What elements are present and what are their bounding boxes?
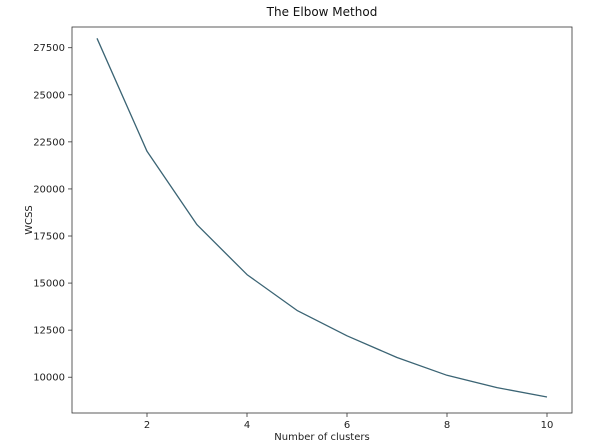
x-tick-label: 4	[244, 420, 250, 431]
y-tick-label: 25000	[33, 90, 65, 101]
y-tick-label: 20000	[33, 184, 65, 195]
y-tick-label: 10000	[33, 373, 65, 384]
x-axis-label: Number of clusters	[274, 432, 369, 443]
x-tick-label: 10	[541, 420, 554, 431]
y-tick-label: 12500	[33, 326, 65, 337]
y-tick-label: 15000	[33, 279, 65, 290]
x-tick-label: 8	[444, 420, 450, 431]
chart-title: The Elbow Method	[266, 5, 378, 19]
x-tick-label: 6	[344, 420, 350, 431]
x-tick-label: 2	[144, 420, 150, 431]
y-tick-label: 17500	[33, 232, 65, 243]
plot-area-frame	[71, 26, 573, 414]
y-axis-label: WCSS	[24, 205, 35, 235]
series-line	[96, 38, 548, 398]
y-tick-label: 27500	[33, 43, 65, 54]
series-layer	[96, 38, 548, 398]
x-axis-ticks: 2 4 6 8 10	[144, 413, 554, 431]
y-tick-label: 22500	[33, 137, 65, 148]
y-axis-ticks: 10000 12500 15000 17500 20000 22500 25000 27500	[33, 43, 72, 384]
